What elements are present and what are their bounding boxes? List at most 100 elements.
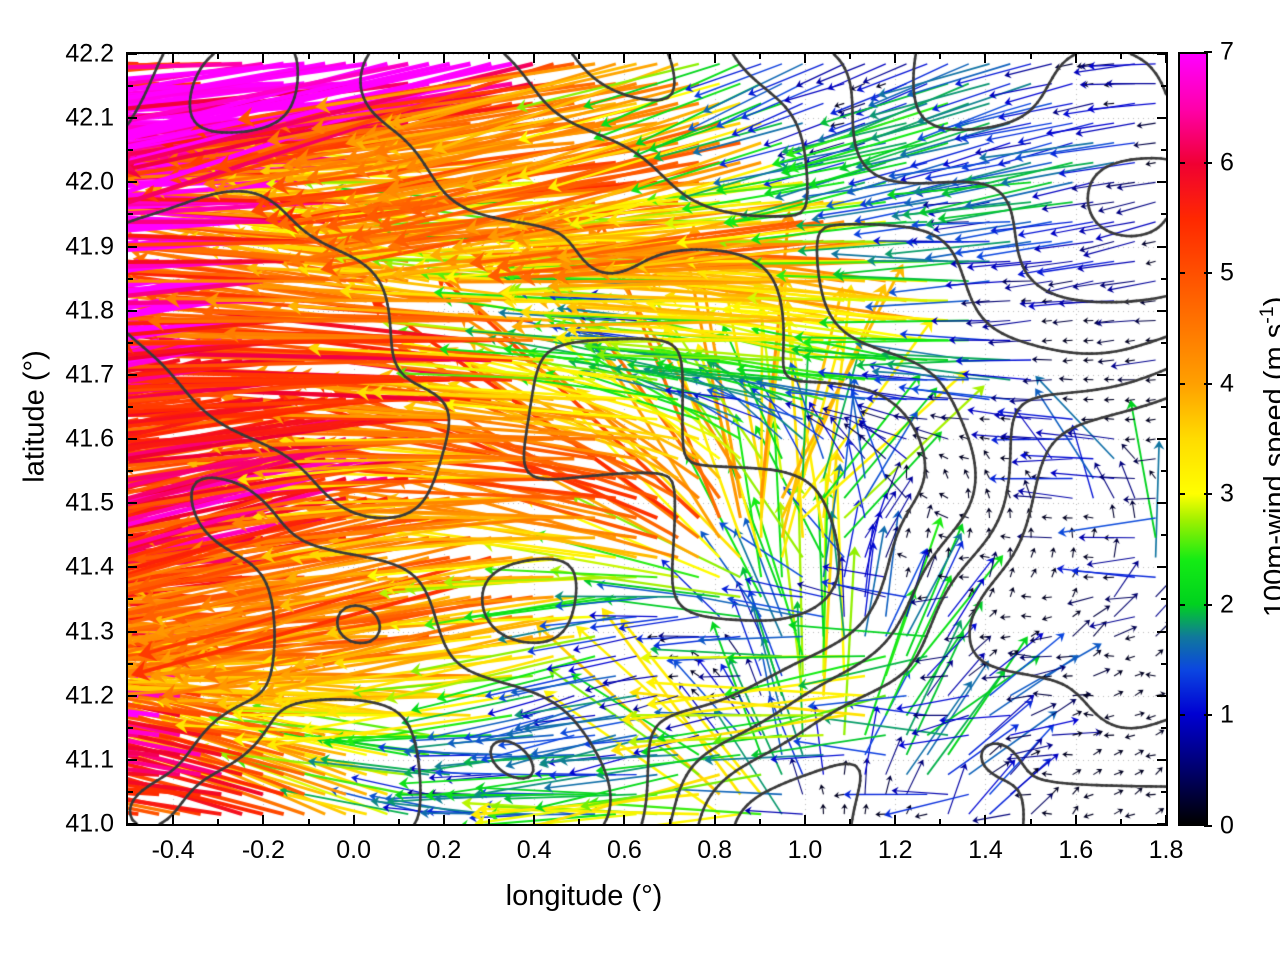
- x-minor-tick: [578, 54, 581, 59]
- x-minor-tick: [578, 819, 581, 824]
- y-minor-tick: [128, 790, 133, 793]
- y-minor-tick: [128, 662, 133, 665]
- y-minor-tick: [128, 470, 133, 473]
- x-tick-label: 0.4: [516, 836, 552, 864]
- y-tick-label: 41.4: [65, 552, 114, 581]
- y-minor-tick: [1161, 405, 1166, 408]
- x-minor-tick: [849, 819, 852, 824]
- colorbar-tick-label: 4: [1220, 369, 1234, 398]
- x-tick-t: [713, 54, 716, 63]
- colorbar-label-suffix: ): [1259, 297, 1280, 307]
- colorbar-tick: [1204, 51, 1212, 53]
- y-tick-l: [128, 694, 137, 697]
- x-minor-tick: [307, 819, 310, 824]
- x-minor-tick: [397, 54, 400, 59]
- y-tick-l: [128, 438, 137, 440]
- y-tick-r: [1157, 566, 1166, 569]
- y-minor-tick: [1161, 726, 1166, 729]
- y-minor-tick: [128, 213, 133, 216]
- x-tick-t: [623, 54, 626, 63]
- y-minor-tick: [1161, 341, 1166, 344]
- y-minor-tick: [128, 149, 133, 152]
- y-minor-tick: [128, 534, 133, 537]
- x-tick-t: [894, 54, 897, 63]
- colorbar-tick-label: 5: [1220, 258, 1234, 287]
- x-tick-b: [623, 815, 626, 824]
- y-minor-tick: [1161, 662, 1166, 665]
- x-minor-tick: [668, 819, 671, 824]
- y-tick-r: [1157, 309, 1166, 312]
- x-tick-label: -0.4: [151, 836, 195, 864]
- colorbar-tick-inner: [1178, 161, 1185, 164]
- x-minor-tick: [307, 54, 310, 59]
- y-tick-r: [1157, 181, 1166, 184]
- x-tick-b: [352, 815, 355, 824]
- x-tick-b: [1074, 815, 1077, 824]
- x-tick-label: 1.2: [877, 836, 913, 864]
- y-tick-label: 41.8: [65, 296, 114, 325]
- x-tick-label: 0.6: [607, 836, 642, 864]
- x-tick-b: [172, 815, 175, 824]
- y-minor-tick: [128, 598, 133, 601]
- x-tick-label: -0.2: [241, 836, 285, 864]
- y-tick-label: 41.5: [65, 488, 114, 517]
- y-tick-r: [1157, 694, 1166, 697]
- x-tick-t: [533, 54, 536, 63]
- x-tick-b: [803, 815, 806, 824]
- y-minor-tick: [1161, 85, 1166, 88]
- y-tick-r: [1157, 502, 1166, 505]
- x-minor-tick: [849, 54, 852, 59]
- colorbar-tick-inner: [1178, 382, 1185, 385]
- y-tick-label: 41.2: [65, 681, 114, 710]
- x-tick-b: [533, 815, 536, 824]
- y-tick-l: [128, 823, 137, 825]
- y-tick-l: [128, 181, 137, 184]
- colorbar-tick: [1204, 714, 1212, 717]
- y-minor-tick: [1161, 470, 1166, 473]
- y-tick-l: [128, 309, 137, 312]
- x-tick-label: 0.2: [426, 836, 462, 864]
- y-tick-label: 41.3: [65, 617, 114, 645]
- x-tick-label: 0.8: [697, 836, 733, 864]
- x-tick-label: 1.8: [1148, 836, 1184, 864]
- y-tick-label: 41.1: [65, 745, 114, 774]
- colorbar-tick-inner: [1178, 493, 1185, 496]
- x-tick-t: [262, 54, 265, 63]
- colorbar-tick-inner: [1178, 714, 1185, 717]
- x-tick-t: [172, 54, 175, 63]
- colorbar-tick-label: 1: [1220, 700, 1234, 729]
- x-tick-t: [442, 54, 445, 63]
- x-minor-tick: [939, 54, 942, 59]
- x-tick-t: [1074, 54, 1077, 63]
- x-tick-t: [352, 54, 355, 63]
- y-axis-label: latitude (°): [18, 350, 51, 483]
- x-tick-t: [984, 54, 987, 63]
- colorbar-tick: [1204, 493, 1212, 496]
- y-minor-tick: [1161, 277, 1166, 280]
- y-tick-l: [128, 566, 137, 569]
- colorbar-tick: [1204, 603, 1212, 606]
- y-tick-l: [128, 373, 137, 376]
- y-tick-label: 41.7: [65, 360, 114, 389]
- y-minor-tick: [128, 277, 133, 280]
- x-tick-label: 0.0: [336, 836, 372, 864]
- y-tick-r: [1157, 630, 1166, 633]
- y-tick-l: [128, 758, 137, 761]
- x-minor-tick: [758, 54, 761, 59]
- x-tick-b: [1165, 815, 1167, 824]
- y-minor-tick: [1161, 213, 1166, 216]
- colorbar-tick: [1204, 272, 1212, 275]
- colorbar-tick: [1204, 161, 1212, 164]
- colorbar-tick-inner: [1178, 272, 1185, 275]
- x-minor-tick: [397, 819, 400, 824]
- y-tick-label: 41.9: [65, 232, 114, 260]
- terrain-contour-layer: [128, 54, 1166, 824]
- colorbar-tick-label: 0: [1220, 811, 1234, 840]
- y-minor-tick: [128, 726, 133, 729]
- y-tick-l: [128, 630, 137, 633]
- colorbar-tick-label: 3: [1220, 479, 1234, 508]
- x-axis-label: longitude (°): [505, 880, 663, 912]
- colorbar-tick-label: 6: [1220, 148, 1234, 177]
- x-tick-label: 1.0: [787, 836, 823, 864]
